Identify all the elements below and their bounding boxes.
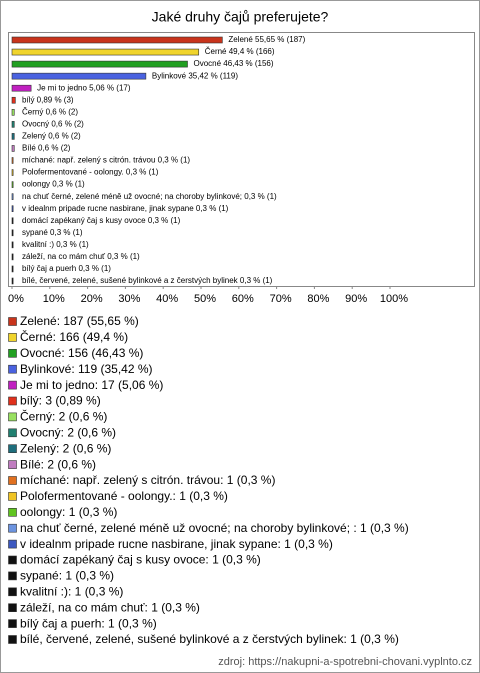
legend-swatch [8,492,17,501]
legend-swatch [8,364,17,374]
bar [11,109,15,116]
legend-label: Ovocné: 156 (46,43 %) [20,346,143,360]
bar [11,253,14,261]
legend-swatch [8,348,17,358]
legend-label: Bílé: 2 (0,6 %) [20,457,96,471]
bar [11,121,15,128]
value-label: záleží, na co mám chuť 0,3 % (1) [22,252,140,261]
value-label: domácí zapékaný čaj s kusy ovoce 0,3 % (… [22,216,181,225]
x-tick-label: 40% [156,293,178,305]
legend-swatch [8,460,17,469]
legend-swatch [8,333,17,342]
value-label: bílý 0,89 % (3) [22,95,74,104]
value-label: Černý 0,6 % (2) [22,107,78,116]
value-label: Ovocný 0,6 % (2) [22,119,84,128]
value-label: Polofermentované - oolongy. 0,3 % (1) [22,168,159,177]
value-label: sypané 0,3 % (1) [22,228,83,237]
x-tick-label: 90% [345,293,367,305]
x-tick-label: 80% [307,293,329,305]
value-label: Zelený 0,6 % (2) [22,132,81,141]
legend-label: Je mi to jedno: 17 (5,06 %) [20,378,163,392]
bar [11,181,14,188]
x-tick-label: 60% [232,293,254,305]
bar [11,277,14,285]
value-label: Bylinkové 35,42 % (119) [152,71,238,80]
legend-label: záleží, na co mám chuť: 1 (0,3 %) [20,600,200,614]
bar [11,241,14,249]
legend-label: bílý: 3 (0,89 %) [20,394,101,408]
legend-label: Bylinkové: 119 (35,42 %) [20,362,153,376]
x-tick-label: 20% [81,293,103,305]
value-label: oolongy 0,3 % (1) [22,180,85,189]
bar [11,229,14,237]
legend-swatch [8,571,17,581]
legend-label: kvalitní :): 1 (0,3 %) [20,584,123,598]
value-label: Bílé 0,6 % (2) [22,144,71,153]
legend-swatch [8,412,17,422]
value-label: bílý čaj a puerh 0,3 % (1) [22,264,111,273]
x-tick-label: 100% [380,293,408,305]
legend-label: míchané: např. zelený s citrón. trávou: … [20,473,275,487]
legend-swatch [8,555,17,565]
legend-swatch [8,476,17,485]
legend-label: Černý: 2 (0,6 %) [20,409,107,424]
value-label: bílé, červené, zelené, sušené bylinkové … [22,276,273,285]
value-label: v idealnm pripade rucne nasbirane, jinak… [22,204,229,213]
legend-label: Zelený: 2 (0,6 %) [20,441,111,455]
value-label: kvalitní :) 0,3 % (1) [22,240,89,249]
value-label: míchané: např. zelený s citrón. trávou 0… [22,156,190,165]
bar [11,60,188,68]
value-label: Je mi to jedno 5,06 % (17) [37,83,131,92]
legend-swatch [8,619,17,628]
legend-swatch [8,428,17,438]
value-label: Ovocné 46,43 % (156) [194,59,274,68]
legend-label: domácí zapékaný čaj s kusy ovoce: 1 (0,3… [20,553,261,567]
bar [11,265,14,273]
bar [11,145,15,152]
legend-swatch [8,507,17,517]
x-tick-label: 0% [8,293,24,305]
legend-label: Černé: 166 (49,4 %) [20,329,128,344]
legend-swatch [8,380,17,390]
x-tick-label: 50% [194,293,216,305]
bar [11,193,14,200]
value-label: Černé 49,4 % (166) [205,47,275,56]
legend-swatch [8,587,17,597]
legend-label: Polofermentované - oolongy.: 1 (0,3 %) [20,489,228,503]
legend-label: sypané: 1 (0,3 %) [20,569,114,583]
legend-label: na chuť černé, zelené méně už ovocné; na… [20,521,409,535]
legend-swatch [8,444,17,454]
bar [11,205,14,212]
legend-swatch [8,396,17,406]
bar [11,84,32,92]
legend-label: oolongy: 1 (0,3 %) [20,505,117,519]
legend-label: bílý čaj a puerh: 1 (0,3 %) [20,616,157,630]
legend-label: bílé, červené, zelené, sušené bylinkové … [20,632,399,646]
bar [11,157,14,164]
legend-swatch [8,317,17,326]
bar [11,217,14,225]
x-tick-label: 10% [43,293,65,305]
legend-swatch [8,539,17,549]
legend-swatch [8,523,17,533]
bar [11,36,223,44]
bar [11,96,16,104]
bar [11,48,200,56]
bar [11,72,147,80]
source: zdroj: https://nakupni-a-spotrebni-chova… [218,656,472,668]
legend-swatch [8,603,17,613]
legend-label: v idealnm pripade rucne nasbirane, jinak… [20,537,333,551]
bar [11,133,15,140]
bar [11,169,14,176]
chart-title: Jaké druhy čajů preferujete? [152,9,329,25]
x-tick-label: 30% [118,293,140,305]
legend-swatch [8,635,17,644]
x-tick-label: 70% [270,293,292,305]
legend-label: Zelené: 187 (55,65 %) [20,314,139,328]
legend-label: Ovocný: 2 (0,6 %) [20,425,116,439]
value-label: na chuť černé, zelené méně už ovocné; na… [22,192,277,201]
value-label: Zelené 55,65 % (187) [228,35,305,44]
